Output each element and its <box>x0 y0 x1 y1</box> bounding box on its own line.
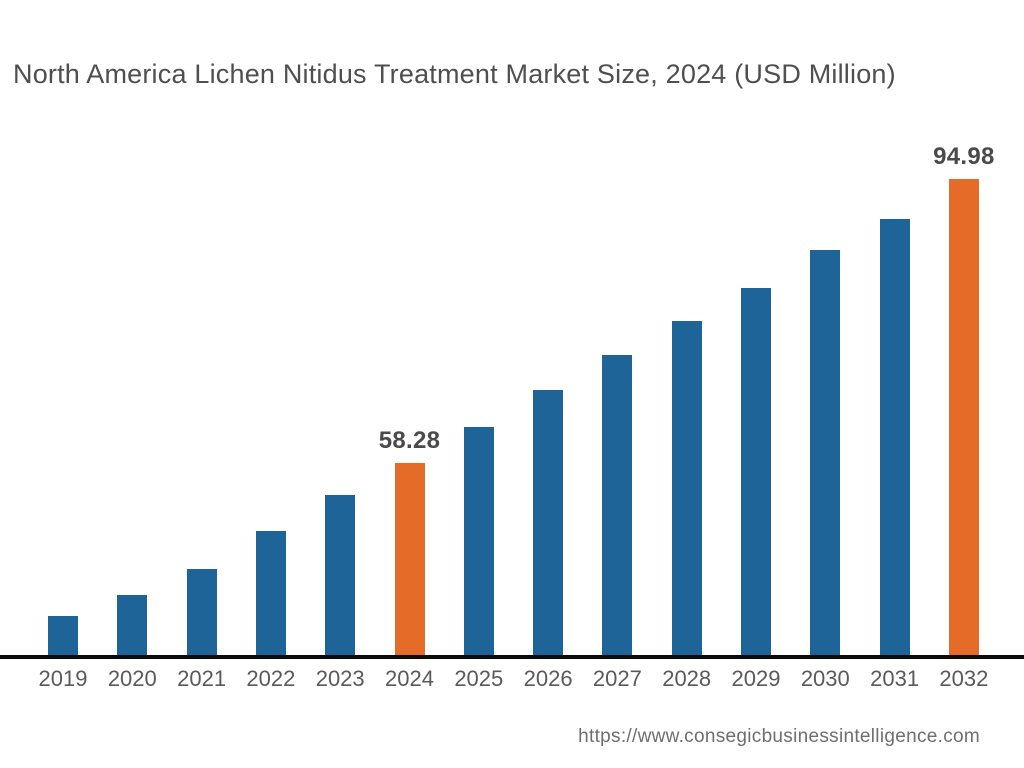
bar-2026 <box>533 390 564 655</box>
value-label-2024: 58.28 <box>378 427 441 454</box>
bar-2031 <box>879 219 910 655</box>
x-tick-2022: 2022 <box>246 666 296 691</box>
x-tick-2029: 2029 <box>731 666 781 691</box>
x-tick-2020: 2020 <box>107 666 157 691</box>
bar-2020 <box>117 595 148 655</box>
chart-title: North America Lichen Nitidus Treatment M… <box>13 59 896 89</box>
x-tick-2026: 2026 <box>523 666 573 691</box>
bar-2027 <box>602 355 633 655</box>
bar-2019 <box>48 616 78 655</box>
bar-2023 <box>325 495 356 655</box>
x-tick-2031: 2031 <box>870 666 920 691</box>
bar-2030 <box>810 250 841 655</box>
x-tick-2027: 2027 <box>592 666 642 691</box>
x-tick-2032: 2032 <box>939 666 989 691</box>
x-tick-2030: 2030 <box>800 666 850 691</box>
bar-2032 <box>948 179 979 655</box>
x-tick-2019: 2019 <box>38 666 88 691</box>
bar-2022 <box>255 531 286 655</box>
source-url: https://www.consegicbusinessintelligence… <box>578 726 980 747</box>
x-tick-2024: 2024 <box>385 666 434 691</box>
x-tick-2023: 2023 <box>315 666 365 691</box>
x-tick-2028: 2028 <box>662 666 712 691</box>
bar-2021 <box>186 569 217 655</box>
bar-2025 <box>463 427 494 655</box>
bar-2029 <box>741 288 771 655</box>
bar-2028 <box>671 321 702 655</box>
bar-2024 <box>394 463 425 655</box>
x-tick-2021: 2021 <box>177 666 227 691</box>
value-label-2032: 94.98 <box>933 143 995 170</box>
x-axis-line <box>0 655 1024 659</box>
x-tick-2025: 2025 <box>454 666 504 691</box>
